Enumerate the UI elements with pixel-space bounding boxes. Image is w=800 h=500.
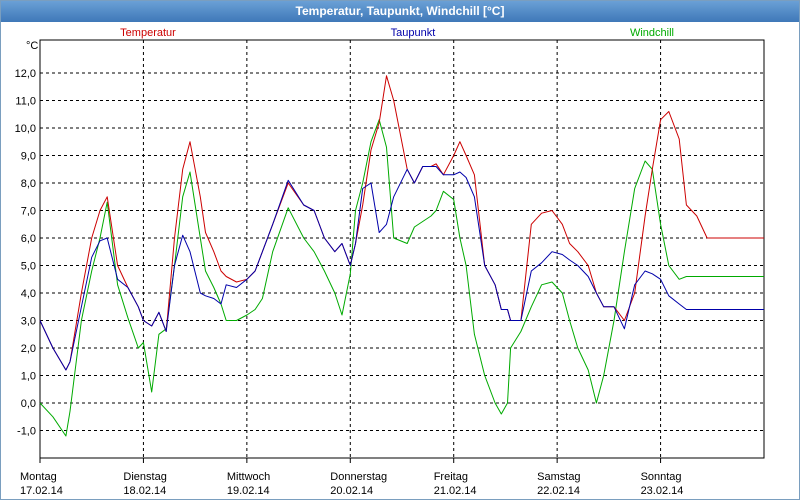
- x-tick-date: 23.02.14: [641, 485, 684, 497]
- x-tick-day: Montag: [20, 471, 57, 483]
- legend-taupunkt: Taupunkt: [391, 27, 436, 39]
- y-tick-label: 1,0: [21, 371, 36, 383]
- legend-temperatur: Temperatur: [120, 27, 176, 39]
- y-tick-label: 10,0: [15, 123, 36, 135]
- x-tick-day: Freitag: [434, 471, 468, 483]
- series-line-windchill: [39, 119, 764, 437]
- x-tick-day: Dienstag: [123, 471, 166, 483]
- x-tick-date: 17.02.14: [20, 485, 63, 497]
- y-tick-label: 2,0: [21, 343, 36, 355]
- y-tick-label: 9,0: [21, 151, 36, 163]
- chart-title: Temperatur, Taupunkt, Windchill [°C]: [1, 1, 799, 22]
- legend: Temperatur Taupunkt Windchill: [120, 27, 674, 39]
- x-tick-date: 20.02.14: [330, 485, 373, 497]
- series-line-taupunkt: [39, 166, 764, 371]
- legend-windchill: Windchill: [630, 27, 674, 39]
- y-tick-label: 4,0: [21, 288, 36, 300]
- y-tick-label: 6,0: [21, 233, 36, 245]
- x-tick-date: 19.02.14: [227, 485, 270, 497]
- grid: [40, 40, 764, 458]
- y-tick-label: 12,0: [15, 68, 36, 80]
- x-tick-day: Mittwoch: [227, 471, 270, 483]
- x-tick-date: 21.02.14: [434, 485, 477, 497]
- y-tick-label: 8,0: [21, 178, 36, 190]
- x-tick-day: Donnerstag: [330, 471, 387, 483]
- y-axis-unit: °C: [26, 40, 38, 52]
- y-tick-label: 5,0: [21, 261, 36, 273]
- y-axis: 12,0 11,0 10,0 9,0 8,0 7,0 6,0 5,0 4,0 3,0 2,0 1,0 0…: [15, 68, 36, 438]
- y-tick-label: 0,0: [21, 398, 36, 410]
- y-tick-label: 7,0: [21, 206, 36, 218]
- x-tick-day: Sonntag: [641, 471, 682, 483]
- x-axis: Montag 17.02.14 Dienstag 18.02.14 Mittwoch 19…: [20, 458, 683, 497]
- x-tick-date: 18.02.14: [123, 485, 166, 497]
- y-tick-label: 3,0: [21, 316, 36, 328]
- y-tick-label: -1,0: [17, 426, 36, 438]
- x-tick-date: 22.02.14: [537, 485, 580, 497]
- y-tick-label: 11,0: [15, 96, 36, 108]
- x-tick-day: Samstag: [537, 471, 580, 483]
- plot-area: [39, 39, 765, 459]
- series-lines: [39, 75, 764, 437]
